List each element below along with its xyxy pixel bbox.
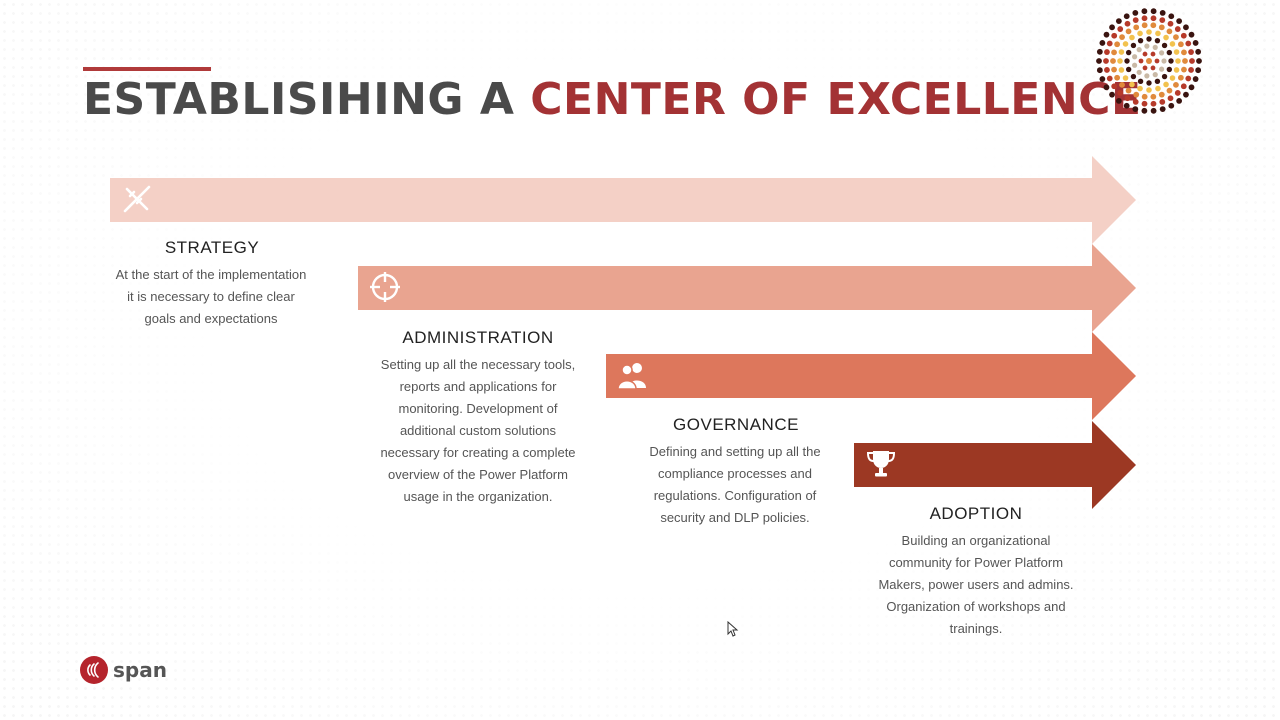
stage-title-strategy: STRATEGY: [164, 238, 260, 257]
adoption-arrow: [854, 421, 1138, 509]
stage-title-governance: GOVERNANCE: [673, 415, 799, 434]
title-accent-line: [83, 67, 211, 71]
stage-title-adoption: ADOPTION: [929, 504, 1023, 523]
page-title: ESTABLISIHING A CENTER OF EXCELLENCE: [83, 74, 1142, 126]
users-icon: [617, 363, 646, 390]
pencil-ruler-icon: [123, 185, 151, 213]
governance-arrow: [606, 332, 1138, 420]
stage-description-adoption: Building an organizational community for…: [878, 533, 1074, 636]
span-logo: span: [80, 655, 167, 685]
mouse-cursor-icon: [727, 621, 739, 637]
logo-text: span: [113, 658, 167, 682]
stage-title-administration: ADMINISTRATION: [402, 328, 554, 347]
title-part-red: CENTER OF EXCELLENCE: [530, 74, 1142, 125]
stage-description-administration: Setting up all the necessary tools, repo…: [380, 357, 576, 504]
stage-description-governance: Defining and setting up all the complian…: [649, 444, 821, 525]
span-logo-icon: [80, 656, 108, 684]
strategy-arrow: [110, 156, 1138, 244]
target-icon: [370, 272, 400, 302]
title-part-gray: ESTABLISIHING A: [83, 74, 531, 125]
trophy-icon: [866, 451, 896, 477]
dot-circle-art-icon: [1096, 8, 1202, 114]
administration-arrow: [358, 244, 1138, 332]
stage-description-strategy: At the start of the implementation it is…: [115, 267, 307, 326]
